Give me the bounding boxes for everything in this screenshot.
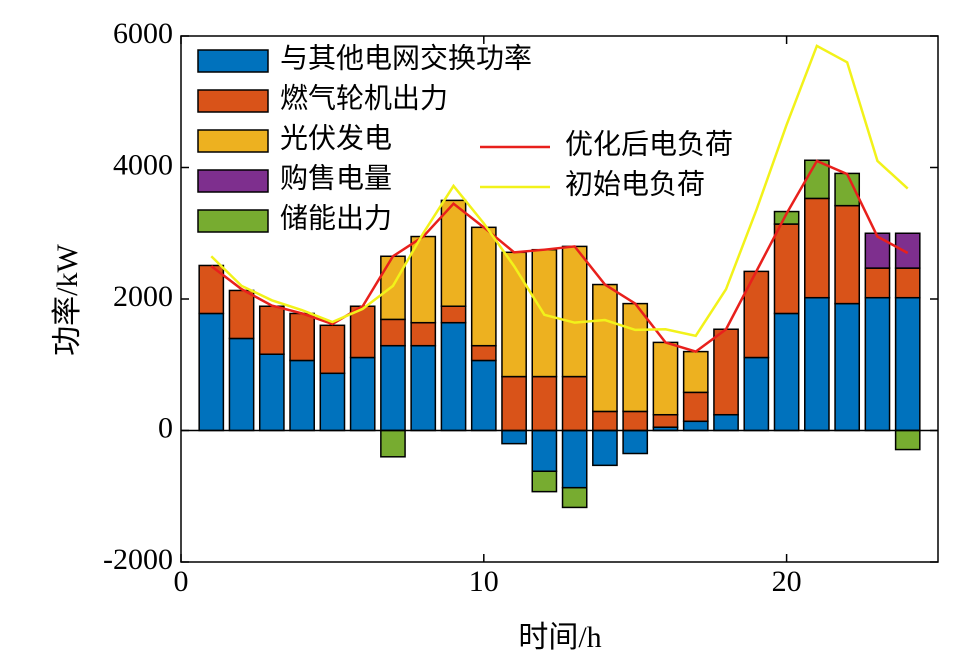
legend-swatch [197, 89, 269, 113]
y-tick-label: 0 [158, 411, 173, 444]
bar-segment [380, 344, 406, 432]
bar-segment [652, 413, 679, 428]
bar-segment [501, 375, 527, 432]
bar-segment [561, 245, 588, 378]
bar-segment [410, 344, 437, 432]
bar-segment [894, 232, 921, 269]
bar-segment [440, 305, 467, 324]
x-axis-label: 时间/h [518, 621, 601, 654]
bar-segment [804, 296, 830, 432]
bar-segment [713, 328, 739, 416]
bar-segment [531, 470, 558, 493]
bar-segment [682, 391, 709, 423]
bar-segment [743, 356, 770, 432]
legend-swatch [197, 49, 269, 73]
bar-segment [198, 312, 225, 432]
bar-segment [380, 255, 406, 321]
bar-segment [743, 270, 770, 359]
y-tick-label: 2000 [113, 280, 173, 313]
bar-segment [258, 353, 285, 432]
line-series [210, 159, 909, 353]
legend-label: 购售电量 [280, 162, 392, 194]
bar-segment [622, 429, 649, 455]
legend-label: 优化后电负荷 [565, 128, 733, 160]
legend-label: 燃气轮机出力 [280, 82, 448, 114]
bar-segment [864, 296, 891, 432]
bar-segment [773, 312, 800, 432]
bar-segment [864, 232, 891, 269]
bar-segment [349, 305, 376, 359]
bar-segment [501, 251, 527, 378]
bar-segment [804, 159, 830, 200]
line-series [210, 44, 909, 338]
bar-segment [804, 197, 830, 299]
bar-segment [410, 321, 437, 347]
bar-segment [592, 429, 618, 467]
legend-label: 储能出力 [280, 202, 392, 234]
y-axis-label: 功率/kW [51, 243, 84, 355]
legend-swatch [197, 209, 269, 233]
bar-segment [531, 375, 558, 432]
bar-segment [501, 429, 527, 445]
bar-segment [289, 359, 315, 432]
y-tick-label: 4000 [113, 148, 173, 181]
legend-label: 光伏发电 [280, 122, 392, 154]
legend-swatch [197, 169, 269, 193]
bar-segment [622, 410, 649, 432]
bar-segment [228, 337, 255, 432]
bar-segment [834, 204, 861, 305]
bar-segment [713, 413, 739, 432]
bar-segment [592, 410, 618, 432]
y-tick-label: 6000 [113, 17, 173, 50]
bar-segment [652, 341, 679, 416]
legend-swatch [197, 129, 269, 153]
bar-segment [834, 302, 861, 432]
bar-segment [470, 226, 497, 347]
bar-segment [470, 359, 497, 432]
x-tick-label: 10 [469, 565, 499, 598]
bar-segment [440, 199, 467, 307]
bar-segment [773, 223, 800, 315]
bar-segment [894, 296, 921, 432]
bar-segment [894, 267, 921, 299]
bar-segment [228, 289, 255, 340]
bar-segment [561, 375, 588, 432]
legend-label: 初始电负荷 [565, 168, 705, 200]
legend-label: 与其他电网交换功率 [280, 42, 532, 74]
bar-segment [380, 318, 406, 347]
bar-segment [440, 321, 467, 432]
bar-segment [319, 324, 346, 375]
bar-segment [349, 356, 376, 432]
x-tick-label: 0 [174, 565, 189, 598]
bar-segment [289, 312, 315, 362]
bar-segment [682, 420, 709, 432]
bar-segment [380, 429, 406, 458]
bar-segment [592, 283, 618, 413]
bar-segment [319, 372, 346, 432]
y-tick-label: -2000 [103, 543, 173, 576]
bar-segment [470, 344, 497, 362]
bar-segment [682, 350, 709, 394]
bar-segment [894, 429, 921, 451]
bar-segment [561, 486, 588, 509]
bar-segment [258, 305, 285, 355]
bar-segment [864, 267, 891, 299]
bar-segment [622, 302, 649, 413]
bar-segment [561, 429, 588, 489]
x-tick-label: 20 [772, 565, 802, 598]
bar-segment [531, 429, 558, 473]
